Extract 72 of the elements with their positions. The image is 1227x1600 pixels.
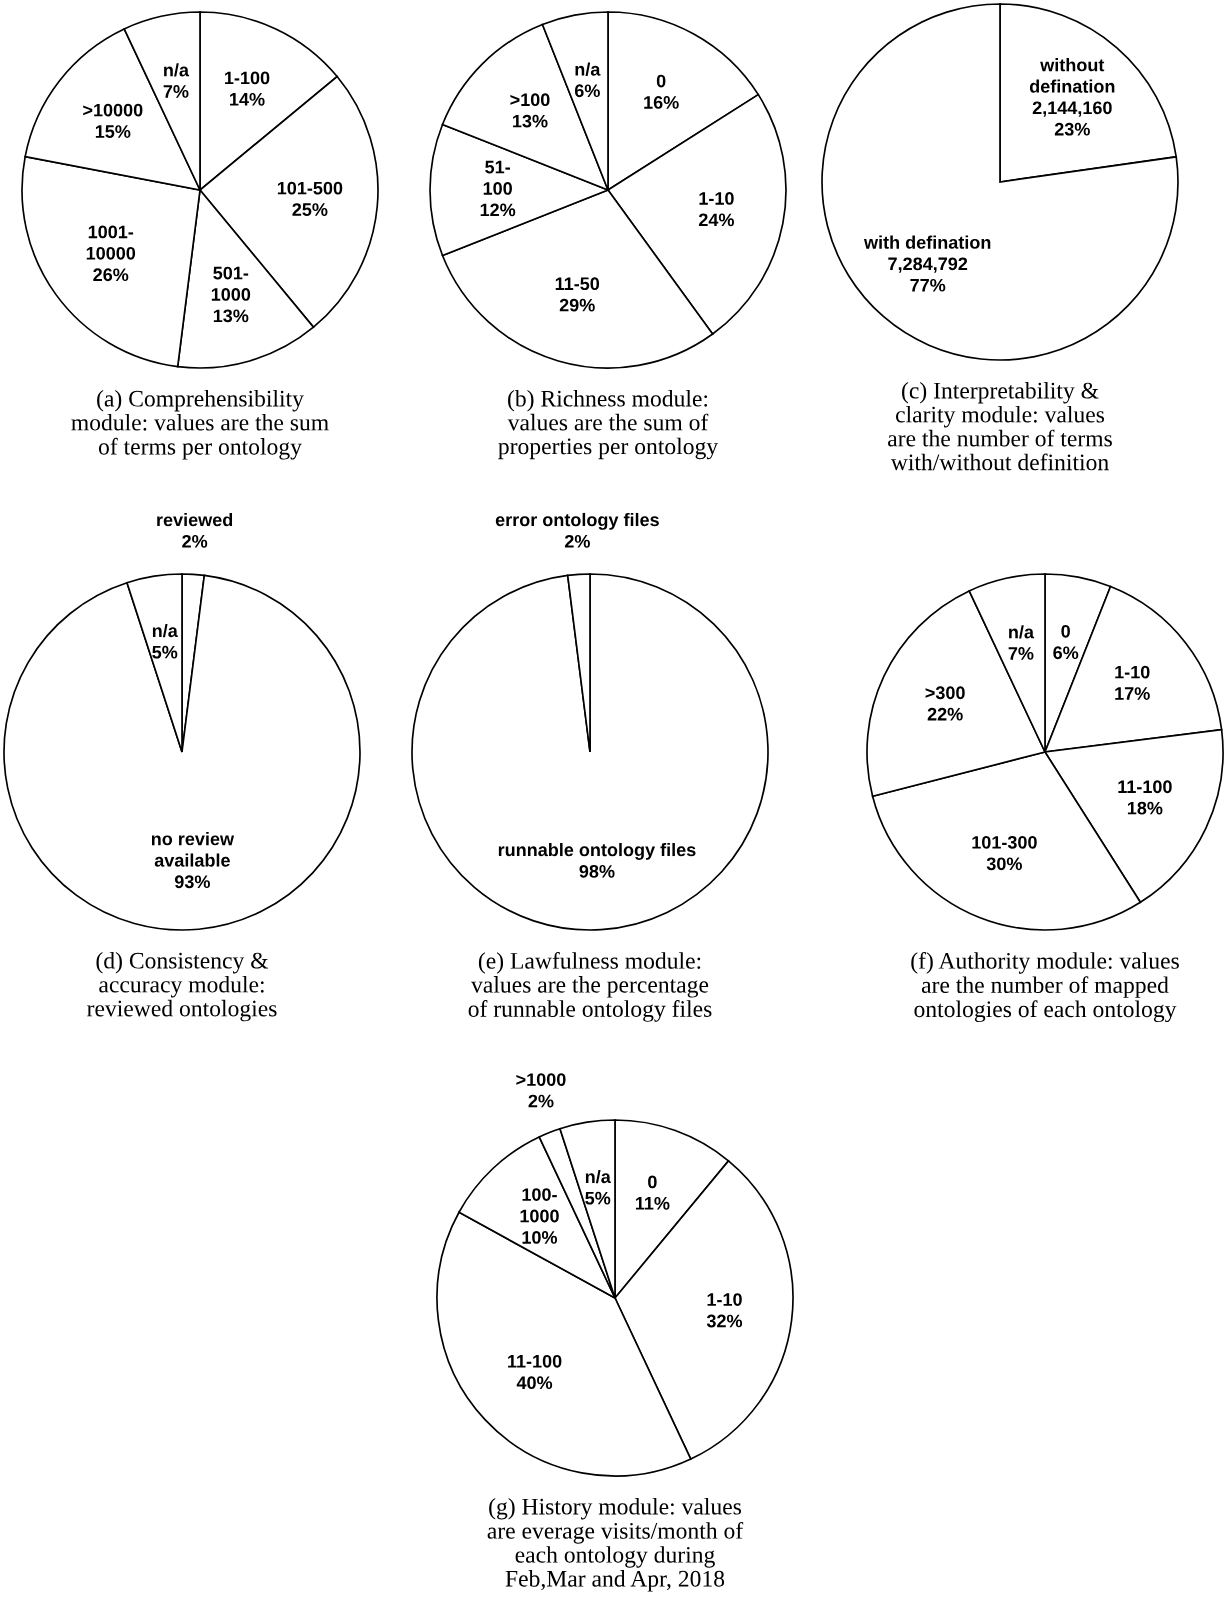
text: (e) Lawfulness module: values are the percentage of runnable ontology files [468,952,712,1022]
slice-label: 11-100 [1118,780,1172,794]
slice-label: 0 [648,1175,657,1189]
data-label: 13% [213,309,249,323]
slice-label: 501- 1000 [211,266,251,301]
text: (c) Interpretability & clarity module: values are the number of terms with/without definition [888,382,1112,471]
slice-label: 11-100 [508,1354,562,1368]
slice-label: n/a [164,63,190,77]
data-label: 6% [574,84,600,98]
slice-label: n/a [152,623,178,638]
data-label: 18% [1127,801,1163,815]
data-label: 13% [513,114,548,128]
slice-label: 0 [1061,624,1070,638]
data-label: 26% [93,268,129,282]
slice-label: >100 [510,93,550,107]
data-label: 5% [585,1191,611,1205]
data-label: 11% [635,1196,670,1210]
data-label: 12% [480,203,516,217]
slice-label: 1-10 [699,192,734,205]
data-label: 17% [1115,687,1150,700]
data-label: 25% [292,203,328,216]
data-label: 30% [986,857,1022,871]
data-label: 7,284,792 77% [888,257,968,292]
slice-label: 1-10 [707,1293,742,1306]
data-label: 40% [516,1376,553,1390]
data-label: 2% [182,534,208,548]
slice-label: >10000 [83,103,143,117]
data-label: 7% [1008,647,1034,660]
text: (b) Richness module: values are the sum of properties per ontology [498,390,719,460]
slice-label: reviewed [157,513,233,527]
slice-label: 1-100 [225,71,270,85]
data-label: 2,144,160 23% [1032,101,1112,136]
data-label: 29% [559,298,595,312]
text: (a) Comprehensibility module: values are the sum of terms per ontology [71,390,329,460]
pie-slice [411,573,769,931]
slice-label: 101-500 [277,181,343,195]
pie-slice [821,3,1179,361]
data-label: 32% [706,1314,743,1328]
data-label: 16% [644,96,679,109]
slice-label: without defination [1029,58,1115,93]
data-label: 15% [95,125,131,138]
data-label: 10% [522,1231,558,1244]
data-label: 98% [579,864,615,878]
data-label: 2% [528,1094,554,1108]
slice-label: n/a [575,62,601,76]
slice-label: 0 [656,74,666,88]
slice-label: 51- 100 [483,160,512,195]
data-label: 6% [1053,646,1079,660]
text: (g) History module: values are everage visits/month of each ontology during Feb,Mar and Apr, 2018 [487,1498,744,1592]
slice-label: n/a [585,1169,611,1184]
slice-label: 1-10 [1115,665,1150,679]
slice-label: 11-50 [555,277,600,291]
slice-label: >1000 [516,1073,566,1087]
text: (d) Consistency & accuracy module: reviewed ontologies [87,952,277,1022]
data-label: 93% [174,875,210,889]
pie-slice [3,574,361,931]
data-label: 22% [927,707,963,721]
slice-label: 1001- 10000 [86,225,136,260]
slice-label: n/a [1009,625,1035,639]
slice-label: >300 [925,686,965,700]
slice-label: 101-300 [972,835,1037,849]
data-label: 5% [152,645,178,659]
text: (f) Authority module: values are the number of mapped ontologies of each ontology [911,952,1179,1023]
data-label: 24% [698,213,734,227]
data-label: 7% [163,85,189,98]
data-label: 2% [564,534,590,548]
data-label: 14% [230,92,265,106]
slice-label: error ontology files [495,512,659,530]
slice-label: no review available [151,832,235,867]
slice-label: with defination [863,235,991,249]
slice-label: runnable ontology files [498,842,696,860]
slice-label: 100- 1000 [520,1188,559,1223]
